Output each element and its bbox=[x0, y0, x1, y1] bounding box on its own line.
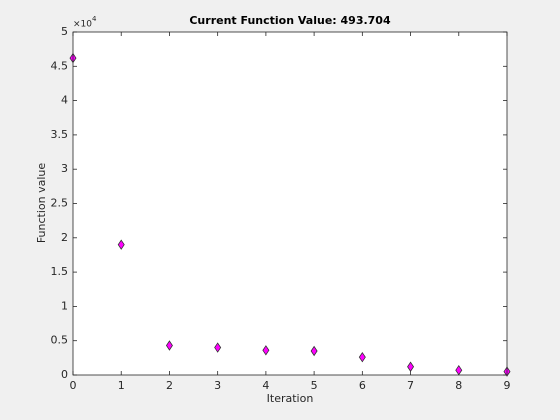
y-multiplier-exponent: 4 bbox=[92, 15, 97, 23]
x-tick-label: 0 bbox=[70, 379, 77, 392]
x-tick-label: 4 bbox=[262, 379, 269, 392]
data-point bbox=[214, 342, 222, 353]
y-tick-label: 0 bbox=[61, 368, 68, 381]
data-point bbox=[358, 351, 366, 363]
x-tick-label: 5 bbox=[311, 379, 318, 392]
plot-area: 0 0.5 1 1.5 2 2.5 3 3.5 4 4.5 5 0 1 2 3 4 5 6 7 8 9 bbox=[51, 25, 511, 392]
data-point bbox=[117, 239, 125, 250]
y-tick-label: 4.5 bbox=[51, 59, 69, 72]
y-tick-label: 2.5 bbox=[51, 197, 69, 210]
x-tick-label: 3 bbox=[214, 379, 221, 392]
x-tick-label: 6 bbox=[359, 379, 366, 392]
data-point bbox=[165, 340, 173, 351]
x-tick-label: 2 bbox=[166, 379, 173, 392]
y-tick-label: 3.5 bbox=[51, 128, 69, 141]
axes-background bbox=[73, 32, 507, 375]
data-point bbox=[310, 345, 318, 357]
data-point bbox=[407, 361, 415, 372]
y-tick-label: 2 bbox=[61, 231, 68, 244]
y-axis-label: Function value bbox=[35, 163, 48, 244]
y-multiplier: ×10 bbox=[73, 20, 92, 30]
y-tick-label: 3 bbox=[61, 162, 68, 175]
x-axis-label: Iteration bbox=[267, 392, 314, 405]
x-tick-label: 9 bbox=[504, 379, 511, 392]
y-tick-label: 0.5 bbox=[51, 334, 69, 347]
y-tick-label: 1 bbox=[61, 299, 68, 312]
data-point bbox=[262, 345, 270, 356]
y-tick-label: 4 bbox=[61, 94, 68, 107]
y-tick-label: 1.5 bbox=[51, 265, 69, 278]
axes-box bbox=[72, 31, 508, 376]
x-tick-label: 7 bbox=[407, 379, 414, 392]
x-tick-label: 1 bbox=[118, 379, 125, 392]
chart-title: Current Function Value: 493.704 bbox=[189, 14, 391, 27]
x-tick-label: 8 bbox=[455, 379, 462, 392]
y-tick-label: 5 bbox=[61, 25, 68, 38]
